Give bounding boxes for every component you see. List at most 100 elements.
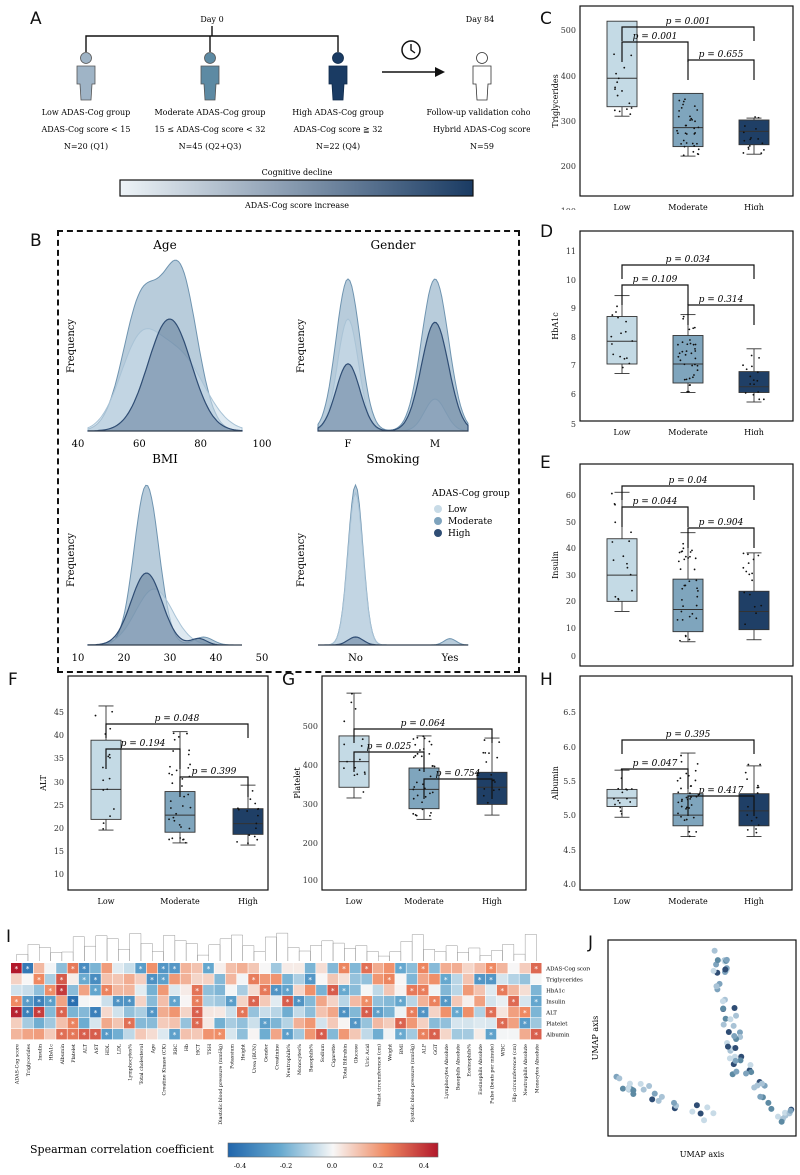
umap-y-label: UMAP axis xyxy=(591,1016,600,1061)
data-point xyxy=(752,393,755,396)
heatmap-cell xyxy=(157,1007,169,1018)
data-point xyxy=(430,812,432,814)
significance-star: * xyxy=(489,1032,493,1040)
heatmap-cell xyxy=(316,974,327,985)
dendro-link xyxy=(174,940,187,961)
data-point xyxy=(744,771,747,774)
data-point xyxy=(483,788,486,790)
significance-star: * xyxy=(15,1010,19,1018)
data-point xyxy=(412,756,415,759)
data-point xyxy=(181,778,184,780)
person-body xyxy=(472,65,492,101)
y-tick-label: 35 xyxy=(54,754,64,763)
data-point xyxy=(682,154,685,157)
data-point xyxy=(744,125,746,127)
heatmap-cell xyxy=(463,996,474,1007)
dendro-link xyxy=(445,945,458,961)
x-tick-label: Yes xyxy=(441,653,459,664)
data-point xyxy=(482,751,485,754)
heatmap-cell xyxy=(417,1007,429,1018)
data-point xyxy=(109,756,111,759)
heatmap-cell xyxy=(519,985,531,996)
data-point xyxy=(626,797,628,800)
column-label: Total cholesterol xyxy=(139,1044,145,1085)
significance-star: * xyxy=(71,1021,75,1029)
density-high xyxy=(317,321,469,432)
umap-point xyxy=(768,1105,775,1112)
heatmap-cell xyxy=(293,963,305,974)
data-point xyxy=(362,791,365,793)
data-point xyxy=(623,357,626,360)
dendro-link xyxy=(502,944,515,961)
dendro-link xyxy=(400,941,413,961)
heatmap-cell xyxy=(180,985,192,996)
heatmap-cell xyxy=(90,996,101,1007)
bracket-low-moderate xyxy=(621,41,689,62)
data-point xyxy=(626,566,629,569)
heatmap-cell xyxy=(282,963,293,974)
heatmap-cell xyxy=(530,1007,542,1018)
data-point xyxy=(102,779,105,782)
data-point xyxy=(759,763,762,766)
bracket-low-high xyxy=(105,723,249,738)
dendro-link xyxy=(163,934,176,961)
data-point xyxy=(678,551,681,554)
heatmap-cell xyxy=(22,963,33,974)
data-point xyxy=(676,132,679,135)
data-point xyxy=(184,841,187,844)
data-point xyxy=(498,788,501,791)
data-point xyxy=(629,113,632,116)
x-tick-label: Moderate xyxy=(160,897,200,906)
heatmap-cell xyxy=(338,963,350,974)
significance-star: * xyxy=(60,977,64,985)
heatmap-cell xyxy=(474,1029,485,1040)
person-body xyxy=(76,65,96,101)
column-label: HCT xyxy=(195,1043,201,1055)
data-point xyxy=(616,81,619,84)
data-point xyxy=(688,835,691,838)
data-point xyxy=(683,363,686,366)
dendro-link xyxy=(242,945,255,961)
heatmap-cell xyxy=(237,1029,248,1040)
column-label: Eosinophils Absolute xyxy=(478,1044,484,1095)
significance-star: * xyxy=(489,1010,493,1018)
heatmap-cell xyxy=(530,1029,542,1040)
umap-point xyxy=(704,1104,711,1111)
heatmap-cell xyxy=(485,996,497,1007)
data-point xyxy=(102,789,105,791)
umap-point xyxy=(747,1062,754,1069)
data-point xyxy=(108,753,111,756)
heatmap-cell xyxy=(395,1018,406,1029)
box xyxy=(672,92,704,148)
data-point xyxy=(750,137,752,139)
data-point xyxy=(169,800,172,803)
day0-bracket xyxy=(85,26,339,52)
box xyxy=(606,20,638,108)
umap-point xyxy=(724,1043,731,1050)
y-tick-label: 10 xyxy=(54,870,64,879)
data-point xyxy=(756,371,759,374)
data-point xyxy=(682,547,685,550)
data-point xyxy=(696,109,699,111)
heatmap-cell xyxy=(361,996,372,1007)
heatmap-cell xyxy=(44,974,56,985)
data-point xyxy=(363,771,366,774)
x-tick-label: F xyxy=(345,439,352,450)
x-tick-label: Low xyxy=(346,897,363,906)
box xyxy=(606,316,638,365)
significance-star: * xyxy=(162,977,166,985)
dendro-link xyxy=(185,943,198,961)
heatmap-cell xyxy=(90,1007,101,1018)
p-value-moderate-high: p = 0.314 xyxy=(699,295,744,305)
data-point xyxy=(686,343,689,346)
p-value-low-moderate: p = 0.194 xyxy=(121,739,166,749)
column-label: Waist circumference (cm) xyxy=(375,1044,382,1107)
significance-star: * xyxy=(150,1010,154,1018)
data-point xyxy=(755,831,758,834)
bracket-moderate-high xyxy=(687,59,755,80)
data-point xyxy=(361,738,364,741)
data-point xyxy=(756,379,759,382)
umap-point xyxy=(758,1080,765,1087)
legend-swatch xyxy=(434,505,442,513)
person-head xyxy=(204,52,216,64)
